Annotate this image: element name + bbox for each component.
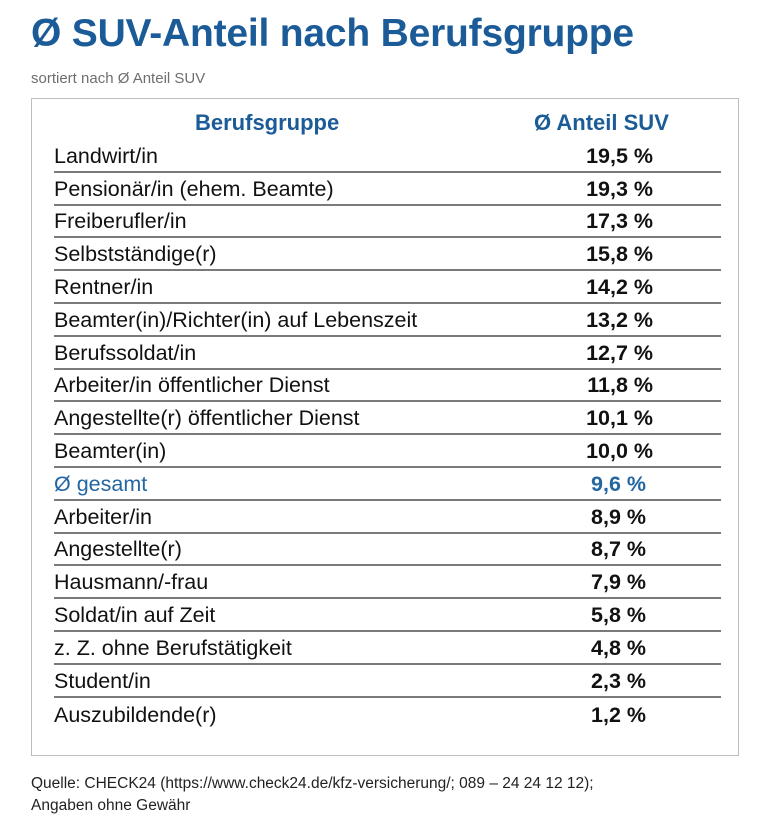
row-label: Student/in [54,668,151,693]
row-label: Rentner/in [54,274,154,299]
column-header-anteil: Ø Anteil SUV [534,110,669,135]
row-value: 4,8 % [591,635,646,660]
table-row: Freiberufler/in 17,3 % [54,206,721,239]
row-label: Arbeiter/in [54,504,152,529]
table-row: z. Z. ohne Berufstätigkeit 4,8 % [54,632,721,665]
page-title: Ø SUV-Anteil nach Berufsgruppe [31,12,634,55]
table-row: Beamter(in)/Richter(in) auf Lebenszeit 13… [54,304,721,337]
row-value: 15,8 % [586,242,653,267]
table-row: Berufssoldat/in 12,7 % [54,337,721,370]
table-row: Pensionär/in (ehem. Beamte) 19,3 % [54,173,721,206]
table-row: Arbeiter/in öffentlicher Dienst 11,8 % [54,370,721,403]
row-label: Landwirt/in [54,143,158,168]
table-row: Student/in 2,3 % [54,665,721,698]
row-value: 19,3 % [586,176,653,201]
row-value: 9,6 % [591,471,646,496]
table-body: Landwirt/in 19,5 % Pensionär/in (ehem. Bea… [54,140,721,730]
row-label: Hausmann/-frau [54,570,209,595]
page-subtitle: sortiert nach Ø Anteil SUV [31,70,206,87]
row-value: 17,3 % [586,209,653,234]
column-header-berufsgruppe: Berufsgruppe [195,110,340,135]
row-label: Freiberufler/in [54,209,187,234]
table-row: Soldat/in auf Zeit 5,8 % [54,599,721,632]
table-frame [31,98,739,756]
row-value: 12,7 % [586,340,653,365]
table-row: Arbeiter/in 8,9 % [54,501,721,534]
row-value: 7,9 % [591,570,646,595]
row-value: 8,9 % [591,504,646,529]
row-label: Selbstständige(r) [54,242,217,267]
table-row: Auszubildende(r) 1,2 % [54,698,721,731]
row-label: Auszubildende(r) [54,703,217,728]
row-label: Soldat/in auf Zeit [54,602,216,627]
row-value: 10,1 % [586,406,653,431]
source-note: Quelle: CHECK24 (https://www.check24.de/… [31,773,594,817]
row-value: 14,2 % [586,274,653,299]
row-value: 13,2 % [586,307,653,332]
table-row: Selbstständige(r) 15,8 % [54,238,721,272]
disclaimer-line: Angaben ohne Gewähr [31,797,191,814]
table-row: Landwirt/in 19,5 % [54,140,721,173]
row-value: 2,3 % [591,668,646,693]
table-row-average: Ø gesamt 9,6 % [54,468,721,501]
table-row: Beamter(in) 10,0 % [54,435,721,468]
row-value: 19,5 % [586,143,653,168]
row-label: z. Z. ohne Berufstätigkeit [54,635,292,660]
row-value: 1,2 % [591,703,646,728]
row-label: Angestellte(r) [54,537,182,562]
row-value: 10,0 % [586,438,653,463]
row-value: 8,7 % [591,537,646,562]
table-row: Hausmann/-frau 7,9 % [54,566,721,600]
row-label: Pensionär/in (ehem. Beamte) [54,176,334,201]
source-line: Quelle: CHECK24 (https://www.check24.de/… [31,775,594,792]
row-label: Beamter(in) [54,438,167,463]
row-label: Angestellte(r) öffentlicher Dienst [54,406,360,431]
row-value: 5,8 % [591,602,646,627]
table-row: Rentner/in 14,2 % [54,271,721,304]
row-label: Ø gesamt [54,471,148,496]
row-label: Berufssoldat/in [54,340,197,365]
row-label: Arbeiter/in öffentlicher Dienst [54,373,330,398]
table-row: Angestellte(r) 8,7 % [54,534,721,567]
row-label: Beamter(in)/Richter(in) auf Lebenszeit [54,307,418,332]
table-row: Angestellte(r) öffentlicher Dienst 10,1 % [54,402,721,436]
row-value: 11,8 % [587,373,653,398]
